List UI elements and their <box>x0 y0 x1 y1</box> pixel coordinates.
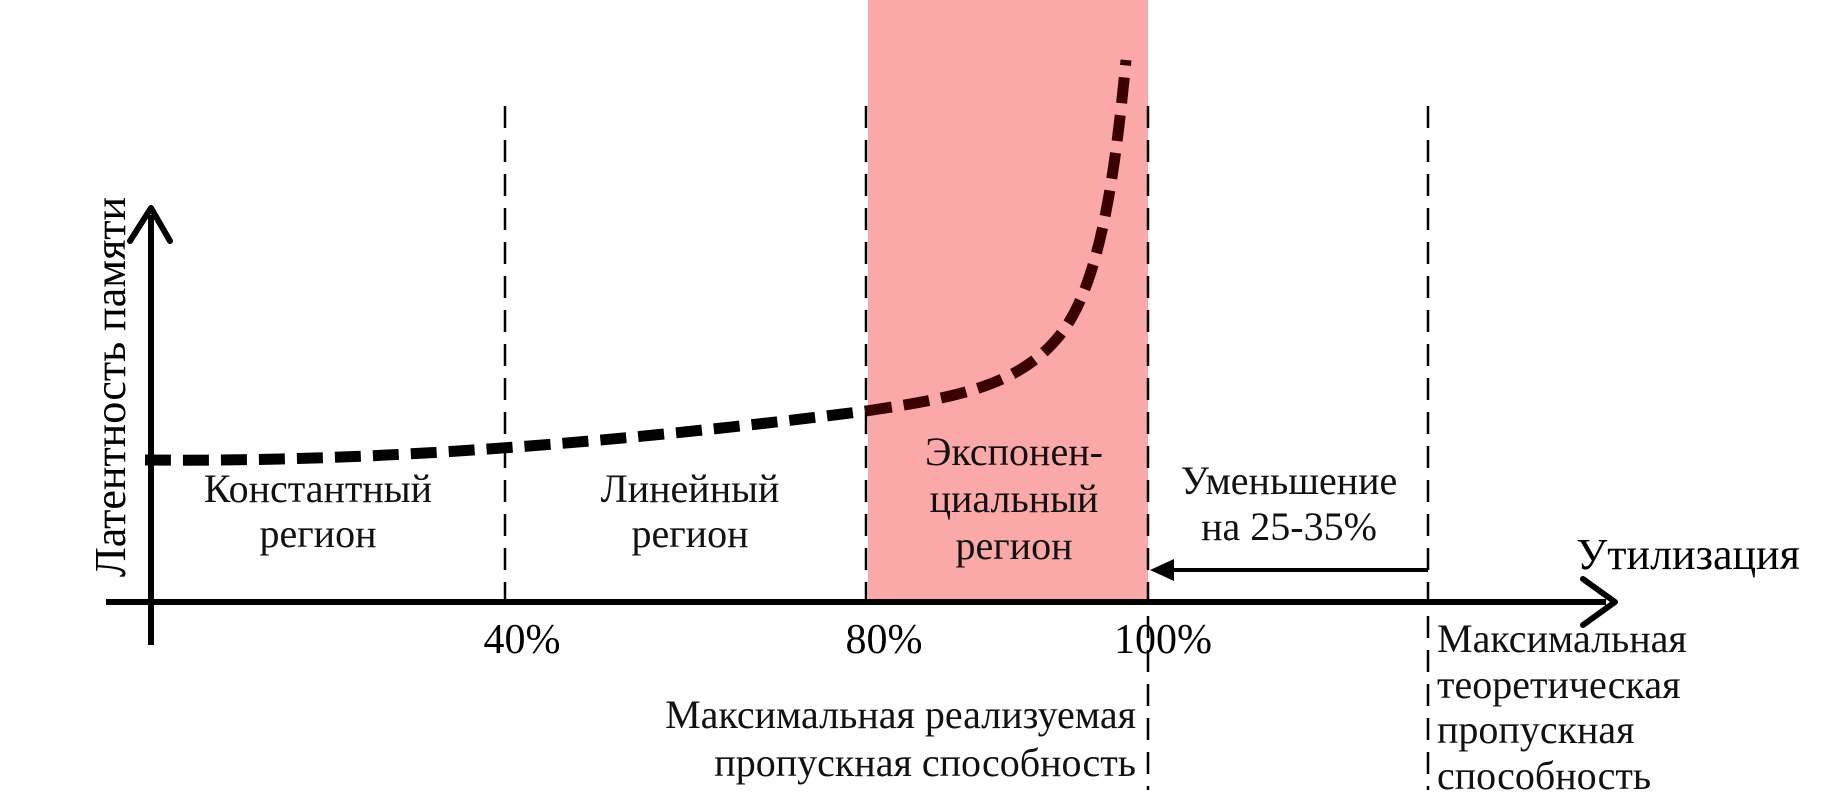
tick-label-40: 40% <box>484 617 561 663</box>
exponential-region-label-1: Экспонен- <box>925 429 1103 474</box>
exponential-region-label-3: регион <box>956 523 1073 568</box>
max-theoretical-label-1: Максимальная <box>1437 616 1687 661</box>
tick-label-100: 100% <box>1114 617 1212 663</box>
exponential-region-label-2: циальный <box>930 476 1099 521</box>
reduction-label-2: на 25-35% <box>1201 504 1377 549</box>
left-arrow-icon <box>1150 559 1174 581</box>
y-axis-label: Латентность памяти <box>86 197 135 577</box>
reduction-label-1: Уменьшение <box>1181 458 1398 503</box>
max-achievable-label-1: Максимальная реализуемая <box>665 692 1136 737</box>
max-theoretical-label-4: способность <box>1437 753 1651 798</box>
latency-curve-black <box>144 405 867 466</box>
latency-curve-dark <box>865 59 1132 417</box>
x-axis-label: Утилизация <box>1576 530 1800 579</box>
x-axis-arrow-icon <box>1580 576 1618 628</box>
exponential-region-band <box>868 0 1148 602</box>
max-achievable-label-2: пропускная способность <box>714 740 1136 785</box>
tick-label-80: 80% <box>846 617 923 663</box>
linear-region-label-1: Линейный <box>601 466 780 511</box>
y-axis-arrow-icon <box>127 205 173 244</box>
max-theoretical-label-3: пропускная <box>1437 707 1635 752</box>
max-theoretical-label-2: теоретическая <box>1437 662 1680 707</box>
constant-region-label-1: Константный <box>204 466 432 511</box>
linear-region-label-2: регион <box>632 511 749 556</box>
constant-region-label-2: регион <box>260 511 377 556</box>
